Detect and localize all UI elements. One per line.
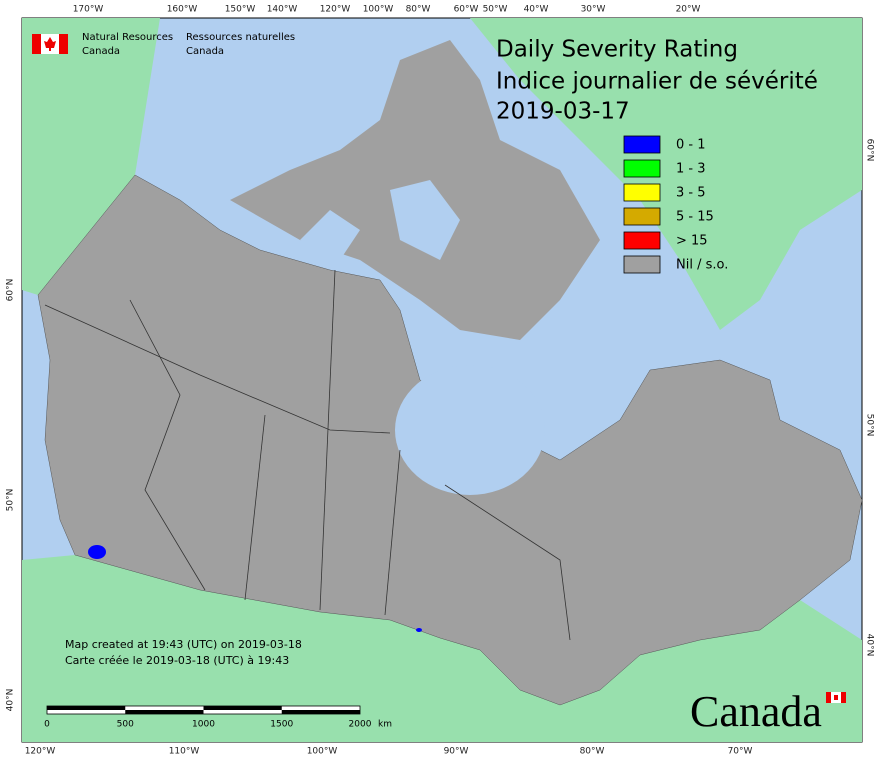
channel bbox=[390, 180, 460, 260]
scale-bar: 0 500 1000 1500 2000 km bbox=[44, 705, 392, 730]
longitude-label: 20°W bbox=[676, 5, 701, 15]
legend-label: 0 - 1 bbox=[676, 138, 706, 153]
legend-swatch bbox=[623, 135, 661, 154]
legend-label: > 15 bbox=[676, 234, 708, 249]
province-border bbox=[319, 269, 336, 611]
alaska bbox=[22, 18, 160, 295]
flag-band bbox=[59, 34, 68, 54]
fire-area bbox=[88, 545, 106, 559]
province-border bbox=[384, 449, 401, 616]
scale-label: 1000 bbox=[192, 720, 215, 730]
logo-text: Canada bbox=[186, 46, 224, 57]
greenland bbox=[470, 18, 862, 330]
latitude-label: 60°N bbox=[865, 139, 875, 162]
wordmark-flag bbox=[841, 692, 846, 703]
legend-swatch bbox=[623, 231, 661, 250]
scale-label: 1500 bbox=[270, 720, 293, 730]
longitude-label: 100°W bbox=[307, 747, 338, 757]
legend-label: 3 - 5 bbox=[676, 186, 706, 201]
scale-label: 0 bbox=[44, 720, 50, 730]
legend-label: 5 - 15 bbox=[676, 210, 714, 225]
longitude-label: 110°W bbox=[169, 747, 200, 757]
maple-leaf bbox=[44, 37, 56, 51]
strait bbox=[300, 210, 360, 260]
longitude-label: 100°W bbox=[363, 5, 394, 15]
scale-segment bbox=[281, 710, 360, 714]
longitude-label: 50°W bbox=[483, 5, 508, 15]
province-border bbox=[444, 484, 571, 641]
legend-label: 1 - 3 bbox=[676, 162, 706, 177]
latitude-label: 50°N bbox=[865, 414, 875, 437]
longitude-label: 90°W bbox=[444, 747, 469, 757]
credit: Carte créée le 2019-03-18 (UTC) à 19:43 bbox=[65, 654, 289, 667]
longitude-label: 70°W bbox=[728, 747, 753, 757]
latitude-label: 60°N bbox=[6, 279, 16, 302]
scale-label: 500 bbox=[117, 720, 134, 730]
longitude-label: 30°W bbox=[581, 5, 606, 15]
logo: Natural Resources Canada Ressources natu… bbox=[32, 32, 295, 57]
basemap bbox=[22, 18, 863, 742]
legend: 0 - 1 1 - 3 3 - 5 5 - 15 > 15 Nil / s.o. bbox=[623, 135, 728, 274]
scale-unit: km bbox=[378, 720, 392, 730]
longitude-label: 60°W bbox=[454, 5, 479, 15]
territory-border bbox=[44, 304, 391, 434]
logo-text: Canada bbox=[82, 46, 120, 57]
longitude-label: 160°W bbox=[167, 5, 198, 15]
logo-text: Natural Resources bbox=[82, 32, 173, 43]
legend-swatch bbox=[623, 183, 661, 202]
legend-swatch bbox=[623, 159, 661, 178]
credit: Map created at 19:43 (UTC) on 2019-03-18 bbox=[65, 638, 302, 651]
logo-text: Ressources naturelles bbox=[186, 32, 295, 43]
province-border bbox=[129, 299, 206, 591]
longitude-label: 120°W bbox=[320, 5, 351, 15]
flag-band bbox=[32, 34, 41, 54]
title: Daily Severity Rating bbox=[496, 37, 738, 63]
scale-segment bbox=[125, 710, 204, 714]
wordmark: Canada bbox=[690, 687, 846, 736]
longitude-label: 80°W bbox=[406, 5, 431, 15]
longitude-label: 40°W bbox=[524, 5, 549, 15]
wordmark-flag bbox=[834, 695, 838, 700]
date: 2019-03-17 bbox=[496, 99, 630, 125]
latitude-label: 50°N bbox=[6, 489, 16, 512]
province-border bbox=[244, 414, 266, 601]
longitude-label: 140°W bbox=[267, 5, 298, 15]
latitude-label: 40°N bbox=[865, 634, 875, 657]
legend-label: Nil / s.o. bbox=[676, 258, 728, 273]
longitude-label: 120°W bbox=[25, 747, 56, 757]
subtitle: Indice journalier de sévérité bbox=[496, 69, 818, 95]
legend-swatch bbox=[623, 255, 661, 274]
longitude-label: 80°W bbox=[580, 747, 605, 757]
latitude-label: 40°N bbox=[6, 689, 16, 712]
fire-area bbox=[416, 628, 422, 632]
wordmark-flag bbox=[826, 692, 831, 703]
graticule-labels: 170°W 160°W 150°W 140°W 120°W 100°W 80°W 60°W 50… bbox=[6, 5, 875, 757]
scale-label: 2000 bbox=[349, 720, 372, 730]
hudson-bay bbox=[395, 365, 545, 495]
longitude-label: 150°W bbox=[225, 5, 256, 15]
scale-segment bbox=[203, 706, 282, 710]
legend-swatch bbox=[623, 207, 661, 226]
scale-segment bbox=[47, 706, 126, 710]
united-states bbox=[22, 555, 862, 742]
wordmark-text: Canada bbox=[690, 687, 822, 736]
longitude-label: 170°W bbox=[73, 5, 104, 15]
